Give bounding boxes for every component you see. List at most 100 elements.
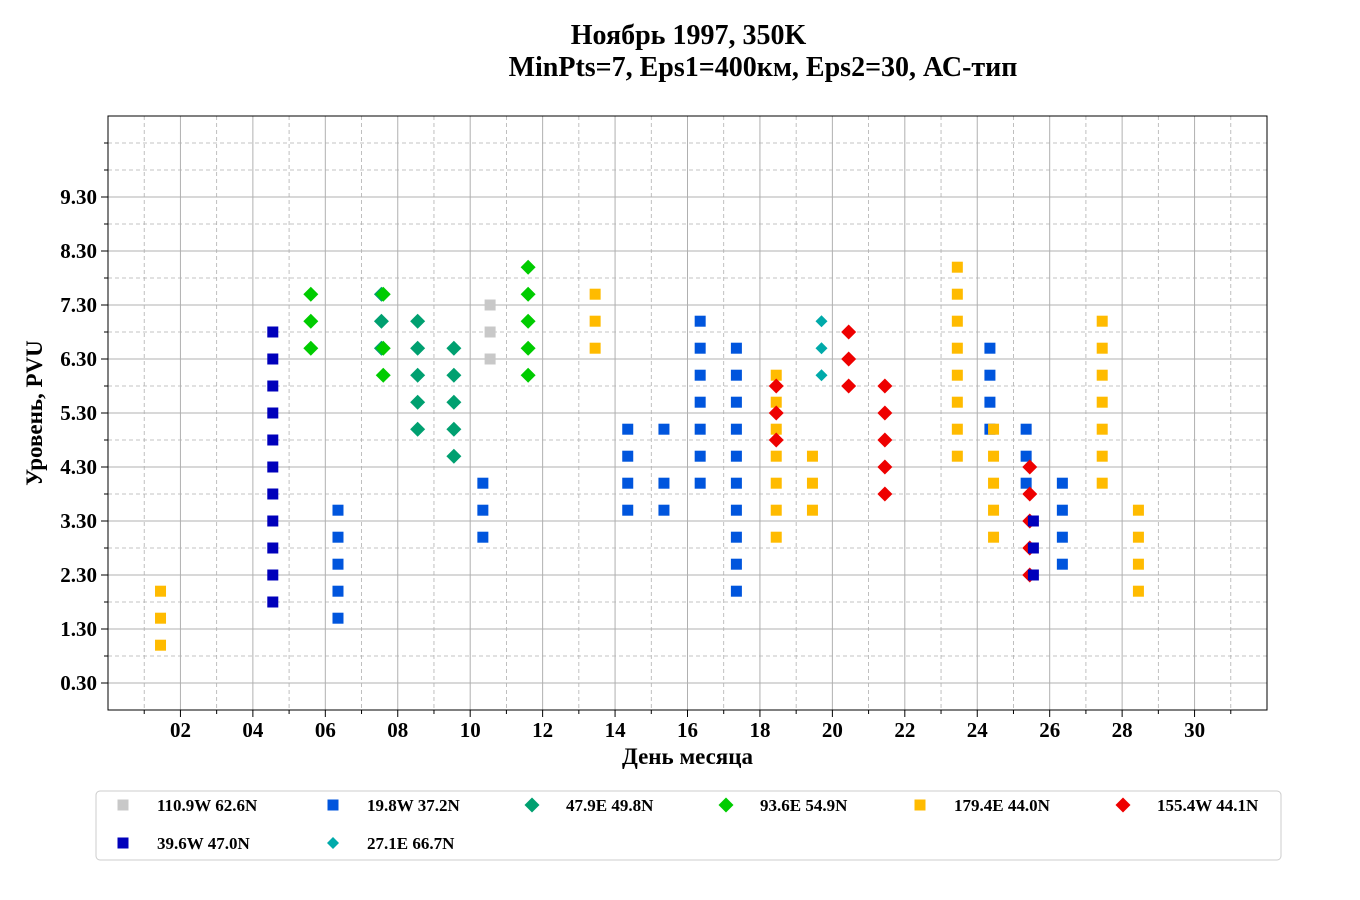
- data-point: [520, 286, 536, 302]
- chart-subtitle: MinPts=7, Eps1=400км, Eps2=30, АС-тип: [508, 52, 1018, 83]
- x-tick-label: 22: [894, 718, 915, 742]
- data-point: [768, 378, 784, 394]
- x-tick-label: 04: [242, 718, 264, 742]
- data-point: [155, 612, 167, 624]
- data-point: [806, 450, 818, 462]
- y-tick-label: 2.30: [60, 563, 97, 587]
- data-point: [730, 423, 742, 435]
- data-point: [622, 477, 634, 489]
- data-point: [988, 450, 1000, 462]
- legend-entry-label: 155.4W 44.1N: [1157, 796, 1259, 815]
- x-tick-label: 20: [822, 718, 843, 742]
- x-tick-label: 28: [1112, 718, 1133, 742]
- data-point: [841, 324, 857, 340]
- data-point: [589, 315, 601, 327]
- data-point: [303, 313, 319, 329]
- data-point: [770, 423, 782, 435]
- data-point: [375, 340, 391, 356]
- data-point: [770, 504, 782, 516]
- data-point: [332, 585, 344, 597]
- data-point: [694, 396, 706, 408]
- grid-layer: [108, 116, 1267, 710]
- legend: 110.9W 62.6N 19.8W 37.2N 47.9E 49.8N 93.6E …: [95, 790, 1282, 861]
- data-point: [477, 504, 489, 516]
- data-point: [984, 369, 996, 381]
- data-point: [694, 369, 706, 381]
- data-point: [267, 434, 279, 446]
- data-point: [988, 423, 1000, 435]
- data-point: [877, 459, 893, 475]
- data-point: [484, 299, 496, 311]
- y-tick-label: 4.30: [60, 455, 97, 479]
- series-group: [303, 259, 536, 383]
- data-point: [806, 477, 818, 489]
- y-tick-label: 5.30: [60, 401, 97, 425]
- data-point: [841, 378, 857, 394]
- data-point: [988, 477, 1000, 489]
- data-point: [484, 326, 496, 338]
- data-point: [694, 477, 706, 489]
- data-point: [1020, 450, 1032, 462]
- data-point: [770, 477, 782, 489]
- data-point: [1020, 423, 1032, 435]
- series-group: [484, 299, 496, 365]
- data-point: [806, 504, 818, 516]
- legend-entry-label: 27.1E 66.7N: [367, 834, 455, 853]
- data-point: [446, 394, 462, 410]
- data-point: [1027, 515, 1039, 527]
- data-point: [446, 448, 462, 464]
- data-point: [267, 488, 279, 500]
- data-point: [770, 396, 782, 408]
- data-point: [1096, 477, 1108, 489]
- x-tick-label: 10: [460, 718, 481, 742]
- data-point: [1132, 504, 1144, 516]
- data-point: [589, 342, 601, 354]
- data-point: [770, 531, 782, 543]
- data-point: [446, 421, 462, 437]
- data-point: [770, 369, 782, 381]
- data-point: [375, 286, 391, 302]
- data-point: [730, 504, 742, 516]
- data-point: [410, 340, 426, 356]
- data-point: [267, 515, 279, 527]
- data-point: [332, 504, 344, 516]
- data-point: [730, 531, 742, 543]
- data-point: [694, 315, 706, 327]
- x-tick-label: 06: [315, 718, 336, 742]
- data-point: [1096, 315, 1108, 327]
- data-point: [730, 342, 742, 354]
- data-point: [484, 353, 496, 365]
- y-tick-label: 1.30: [60, 617, 97, 641]
- legend-entry-label: 47.9E 49.8N: [566, 796, 654, 815]
- data-point: [1056, 531, 1068, 543]
- data-point: [730, 558, 742, 570]
- data-point: [267, 380, 279, 392]
- x-tick-label: 14: [605, 718, 627, 742]
- data-point: [477, 531, 489, 543]
- series-group: [155, 261, 1144, 651]
- data-point: [622, 504, 634, 516]
- legend-marker: [117, 799, 129, 811]
- legend-marker: [1115, 797, 1131, 813]
- data-point: [477, 477, 489, 489]
- data-point: [951, 315, 963, 327]
- data-point: [1056, 477, 1068, 489]
- data-point: [373, 313, 389, 329]
- data-point: [267, 596, 279, 608]
- data-point: [332, 558, 344, 570]
- data-point: [267, 407, 279, 419]
- data-point: [303, 286, 319, 302]
- data-point: [730, 477, 742, 489]
- data-point: [1096, 342, 1108, 354]
- legend-box: [95, 790, 1282, 861]
- data-point: [267, 326, 279, 338]
- data-point: [303, 340, 319, 356]
- data-point: [984, 396, 996, 408]
- x-tick-label: 30: [1184, 718, 1205, 742]
- y-axis-label: Уровень, PVU: [22, 340, 47, 486]
- data-point: [951, 369, 963, 381]
- data-point: [155, 639, 167, 651]
- data-point: [815, 369, 828, 382]
- data-point: [410, 421, 426, 437]
- ticks-layer: 02 04 06 08 10 12 14 16 18 20 22 24 26 28 30 0.30 1.30 2.…: [60, 142, 1232, 742]
